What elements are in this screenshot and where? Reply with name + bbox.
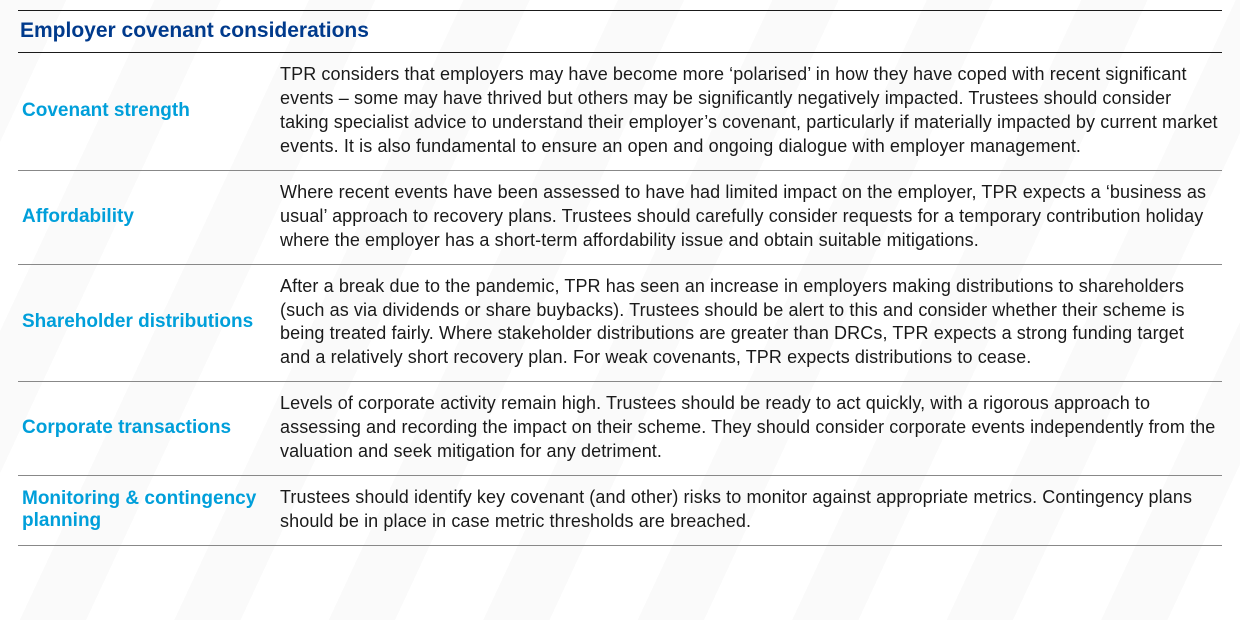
table-row: Covenant strength TPR considers that emp… bbox=[18, 53, 1222, 170]
row-body: Levels of corporate activity remain high… bbox=[276, 382, 1222, 476]
covenant-table: Covenant strength TPR considers that emp… bbox=[18, 53, 1222, 546]
row-label: Monitoring & contingency planning bbox=[18, 476, 276, 546]
row-label: Corporate transactions bbox=[18, 382, 276, 476]
table-row: Shareholder distributions After a break … bbox=[18, 264, 1222, 382]
table-title: Employer covenant considerations bbox=[18, 10, 1222, 53]
row-body: Where recent events have been assessed t… bbox=[276, 170, 1222, 264]
row-label: Covenant strength bbox=[18, 53, 276, 170]
row-label: Shareholder distributions bbox=[18, 264, 276, 382]
row-body: After a break due to the pandemic, TPR h… bbox=[276, 264, 1222, 382]
row-body: TPR considers that employers may have be… bbox=[276, 53, 1222, 170]
table-container: Employer covenant considerations Covenan… bbox=[0, 0, 1240, 546]
table-row: Affordability Where recent events have b… bbox=[18, 170, 1222, 264]
row-body: Trustees should identify key covenant (a… bbox=[276, 476, 1222, 546]
table-row: Corporate transactions Levels of corpora… bbox=[18, 382, 1222, 476]
table-row: Monitoring & contingency planning Truste… bbox=[18, 476, 1222, 546]
row-label: Affordability bbox=[18, 170, 276, 264]
